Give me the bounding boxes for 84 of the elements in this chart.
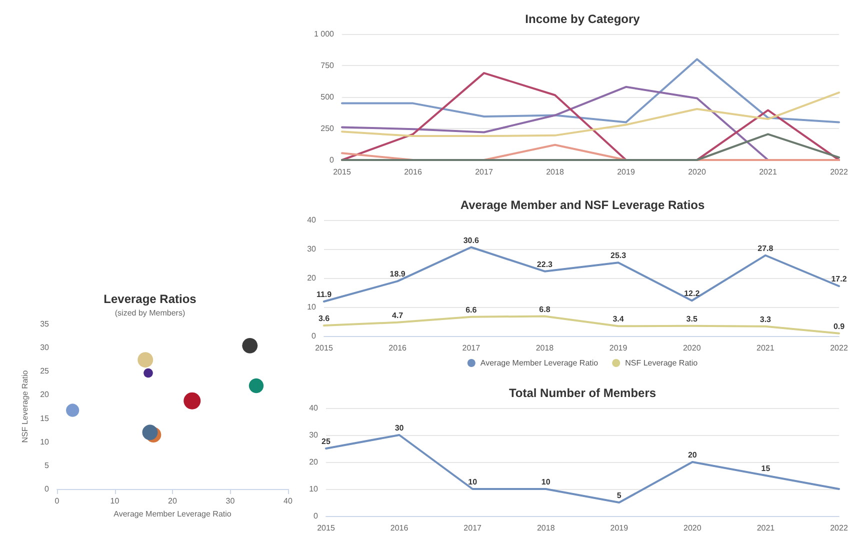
line-series [341,58,840,124]
y-tick-label: 500 [320,92,335,102]
legend-label: Average Member Leverage Ratio [480,358,599,368]
data-label: 3.6 [318,314,330,324]
data-label: 3.3 [760,314,772,324]
data-label: 12.2 [684,289,700,298]
y-tick-label: 0 [330,156,335,164]
x-tick-label: 2021 [759,168,778,176]
x-tick-label: 2020 [684,524,702,532]
data-label: 6.6 [466,305,478,314]
data-label: 17.2 [831,274,848,284]
x-tick-label: 2018 [536,344,554,352]
x-tick-label: 2016 [388,344,408,352]
data-label: 5 [616,491,622,500]
y-tick-label: 0 [44,484,50,494]
y-tick-label: 20 [307,274,317,282]
data-label: 22.3 [536,260,554,269]
x-tick-label: 20 [168,496,178,506]
chart-title: Total Number of Members [508,386,656,400]
x-tick-label: 2015 [317,524,336,532]
chart-title: Leverage Ratios [104,292,197,306]
x-tick-label: 2022 [830,344,848,352]
data-label: 25.3 [610,251,627,260]
x-tick-label: 2020 [688,168,706,176]
x-tick-label: 2018 [536,524,556,532]
y-tick-label: 40 [307,216,317,224]
x-tick-label: 2019 [609,344,628,352]
y-axis-title: NSF Leverage Ratio [20,370,30,443]
x-tick-label: 2015 [333,168,352,176]
data-label: 18.9 [390,270,406,279]
data-label: 10 [468,478,478,486]
y-tick-label: 10 [40,437,50,446]
y-tick-label: 35 [40,320,50,328]
data-label: 15 [761,464,771,473]
x-tick-label: 2020 [682,344,702,352]
data-label: 27.8 [758,244,774,253]
data-label: 3.5 [686,314,698,324]
x-tick-label: 0 [54,496,60,506]
x-tick-label: 2015 [315,344,334,352]
x-tick-label: 2022 [830,524,848,532]
x-tick-label: 2018 [546,168,564,176]
x-tick-label: 40 [284,496,293,506]
chart-subtitle: (sized by Members) [114,308,186,318]
data-label: 30.6 [463,236,480,245]
data-label: 20 [688,450,698,460]
data-label: 11.9 [316,290,332,299]
y-tick-label: 1 000 [314,30,335,38]
y-tick-label: 25 [40,366,50,376]
x-tick-label: 2017 [464,524,482,532]
x-tick-label: 2017 [462,344,481,352]
data-label: 0.9 [833,322,846,331]
chart-title: Income by Category [525,12,640,26]
y-tick-label: 10 [309,484,319,494]
y-tick-label: 15 [40,414,50,423]
y-tick-label: 20 [309,458,319,466]
data-label: 10 [541,478,551,486]
x-tick-label: 2017 [475,168,494,176]
x-tick-label: 2021 [756,524,776,532]
y-tick-label: 0 [314,512,319,520]
x-tick-label: 2016 [390,524,409,532]
x-axis-title: Average Member Leverage Ratio [114,509,232,518]
chart-title: Average Member and NSF Leverage Ratios [460,198,705,212]
data-label: 4.7 [392,310,404,320]
data-label: 30 [394,424,404,432]
x-tick-label: 2021 [756,344,775,352]
data-label: 6.8 [539,304,551,314]
x-tick-label: 2019 [610,524,629,532]
x-tick-label: 2022 [830,168,848,176]
y-tick-label: 0 [312,332,317,340]
y-tick-label: 10 [307,302,317,312]
x-tick-label: 30 [226,496,236,506]
y-tick-label: 40 [309,404,319,412]
y-tick-label: 750 [320,61,335,70]
data-label: 3.4 [612,314,624,324]
y-tick-label: 250 [320,124,335,133]
x-tick-label: 2019 [617,168,636,176]
x-tick-label: 10 [110,496,120,506]
y-tick-label: 30 [309,430,319,440]
y-tick-label: 5 [44,460,50,470]
y-tick-label: 20 [40,390,50,400]
line-series [341,92,840,138]
legend-label: NSF Leverage Ratio [625,358,698,368]
x-tick-label: 2016 [404,168,422,176]
y-tick-label: 30 [307,244,317,254]
